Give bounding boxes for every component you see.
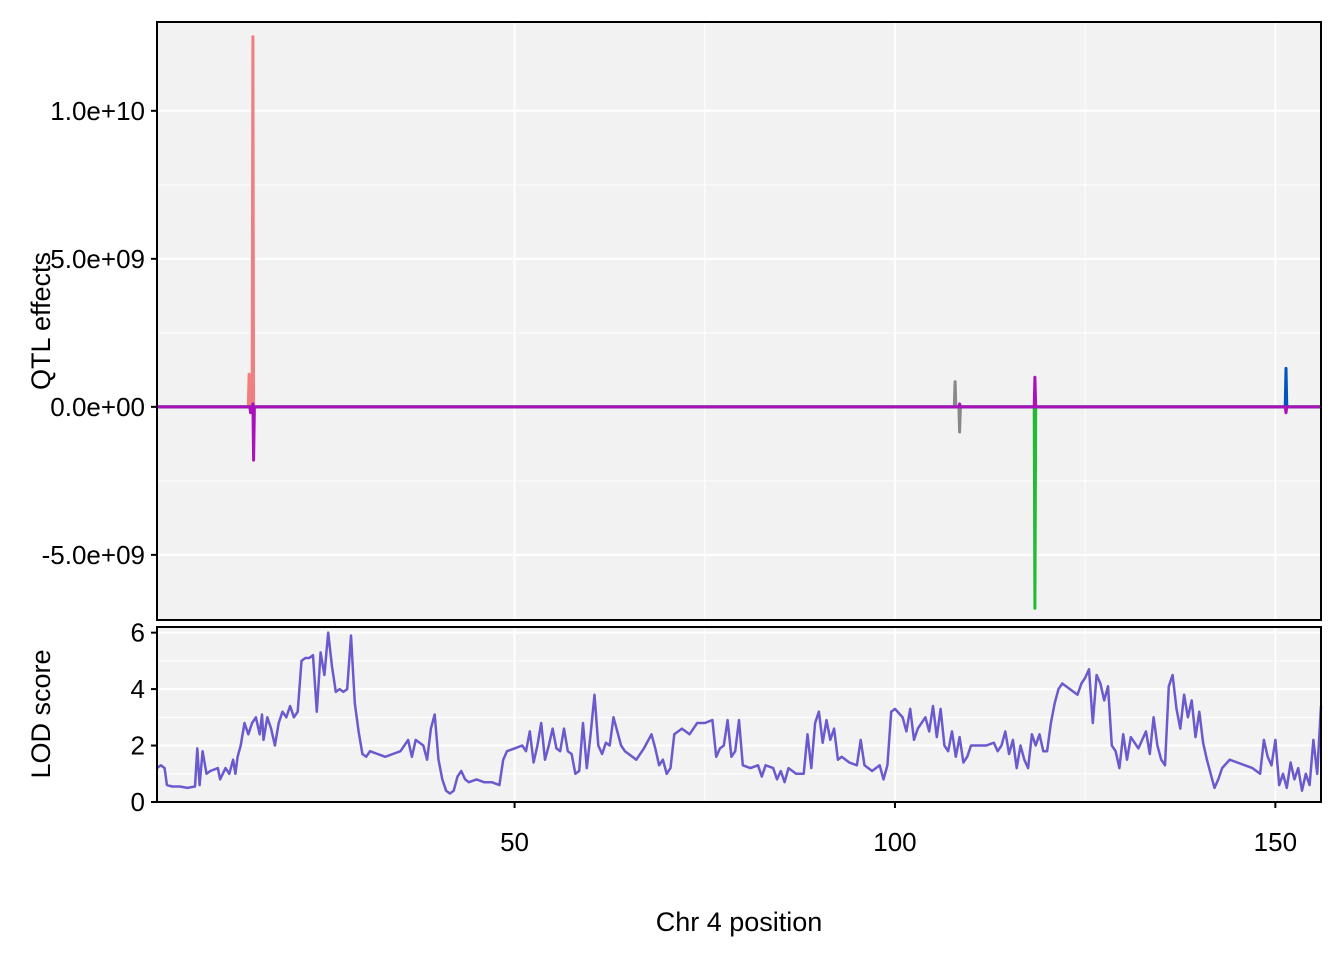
x-tick-label: 50 [500, 827, 529, 857]
x-tick-label: 100 [873, 827, 916, 857]
y-tick-label: 4 [131, 674, 145, 704]
effects-series [157, 35, 1321, 610]
x-tick-label: 150 [1254, 827, 1297, 857]
effects-panel: 1.0e+10 5.0e+09 0.0e+00 -5.0e+09 QTL effect… [26, 21, 1322, 621]
y-tick-label: 5.0e+09 [50, 244, 145, 274]
lod-panel: 0 2 4 6 50 100 150 LOD score Chr 4 position [26, 618, 1323, 937]
lod-panel-border [156, 626, 1322, 803]
effects-gridlines [157, 22, 1321, 620]
x-ticks: 50 100 150 [500, 802, 1297, 857]
x-axis-label: Chr 4 position [656, 907, 823, 937]
y-tick-label: 0.0e+00 [50, 392, 145, 422]
y-tick-label: 6 [131, 618, 145, 648]
lod-series [156, 631, 1323, 795]
y-tick-label: 0 [131, 787, 145, 817]
lod-y-axis-label: LOD score [26, 649, 56, 778]
effects-plot-background [157, 22, 1321, 620]
lod-y-ticks: 0 2 4 6 [131, 618, 157, 817]
y-tick-label: -5.0e+09 [42, 540, 145, 570]
effects-panel-border [156, 21, 1322, 621]
effects-y-ticks: 1.0e+10 5.0e+09 0.0e+00 -5.0e+09 [42, 96, 157, 570]
effects-y-axis-label: QTL effects [26, 252, 56, 390]
effects-series-line-4 [157, 375, 1321, 462]
y-tick-label: 2 [131, 731, 145, 761]
lod-series-line-0 [156, 631, 1323, 795]
y-tick-label: 1.0e+10 [50, 96, 145, 126]
